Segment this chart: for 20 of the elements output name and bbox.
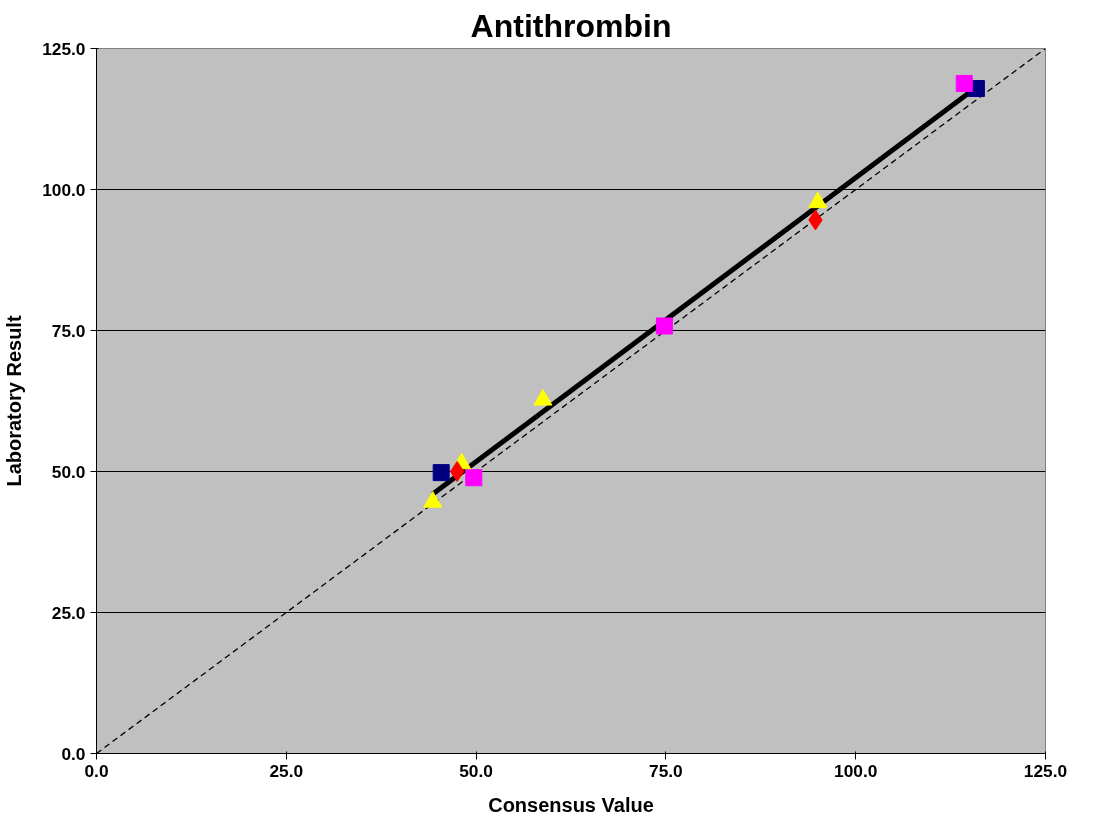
- x-tick-label: 25.0: [269, 760, 304, 781]
- point: [955, 74, 973, 92]
- x-tick-label: 125.0: [1023, 760, 1068, 781]
- point: [465, 469, 483, 487]
- y-tick-label: 100.0: [42, 179, 86, 200]
- point: [449, 461, 465, 482]
- y-tick-label: 0.0: [61, 743, 86, 764]
- point: [432, 464, 450, 482]
- x-tick-label: 100.0: [834, 760, 878, 781]
- y-tick-label: 25.0: [51, 602, 86, 623]
- y-tick-label: 75.0: [51, 320, 86, 341]
- y-tick-label: 50.0: [51, 461, 86, 482]
- x-axis-title: Consensus Value: [488, 793, 654, 816]
- chart-title: Antithrombin: [470, 7, 672, 44]
- y-tick-label: 125.0: [42, 38, 86, 59]
- x-tick-label: 50.0: [459, 760, 493, 781]
- x-tick-label: 0.0: [84, 760, 109, 781]
- y-axis-title: Laboratory Result: [3, 315, 26, 487]
- x-tick-label: 75.0: [649, 760, 683, 781]
- point: [655, 317, 673, 335]
